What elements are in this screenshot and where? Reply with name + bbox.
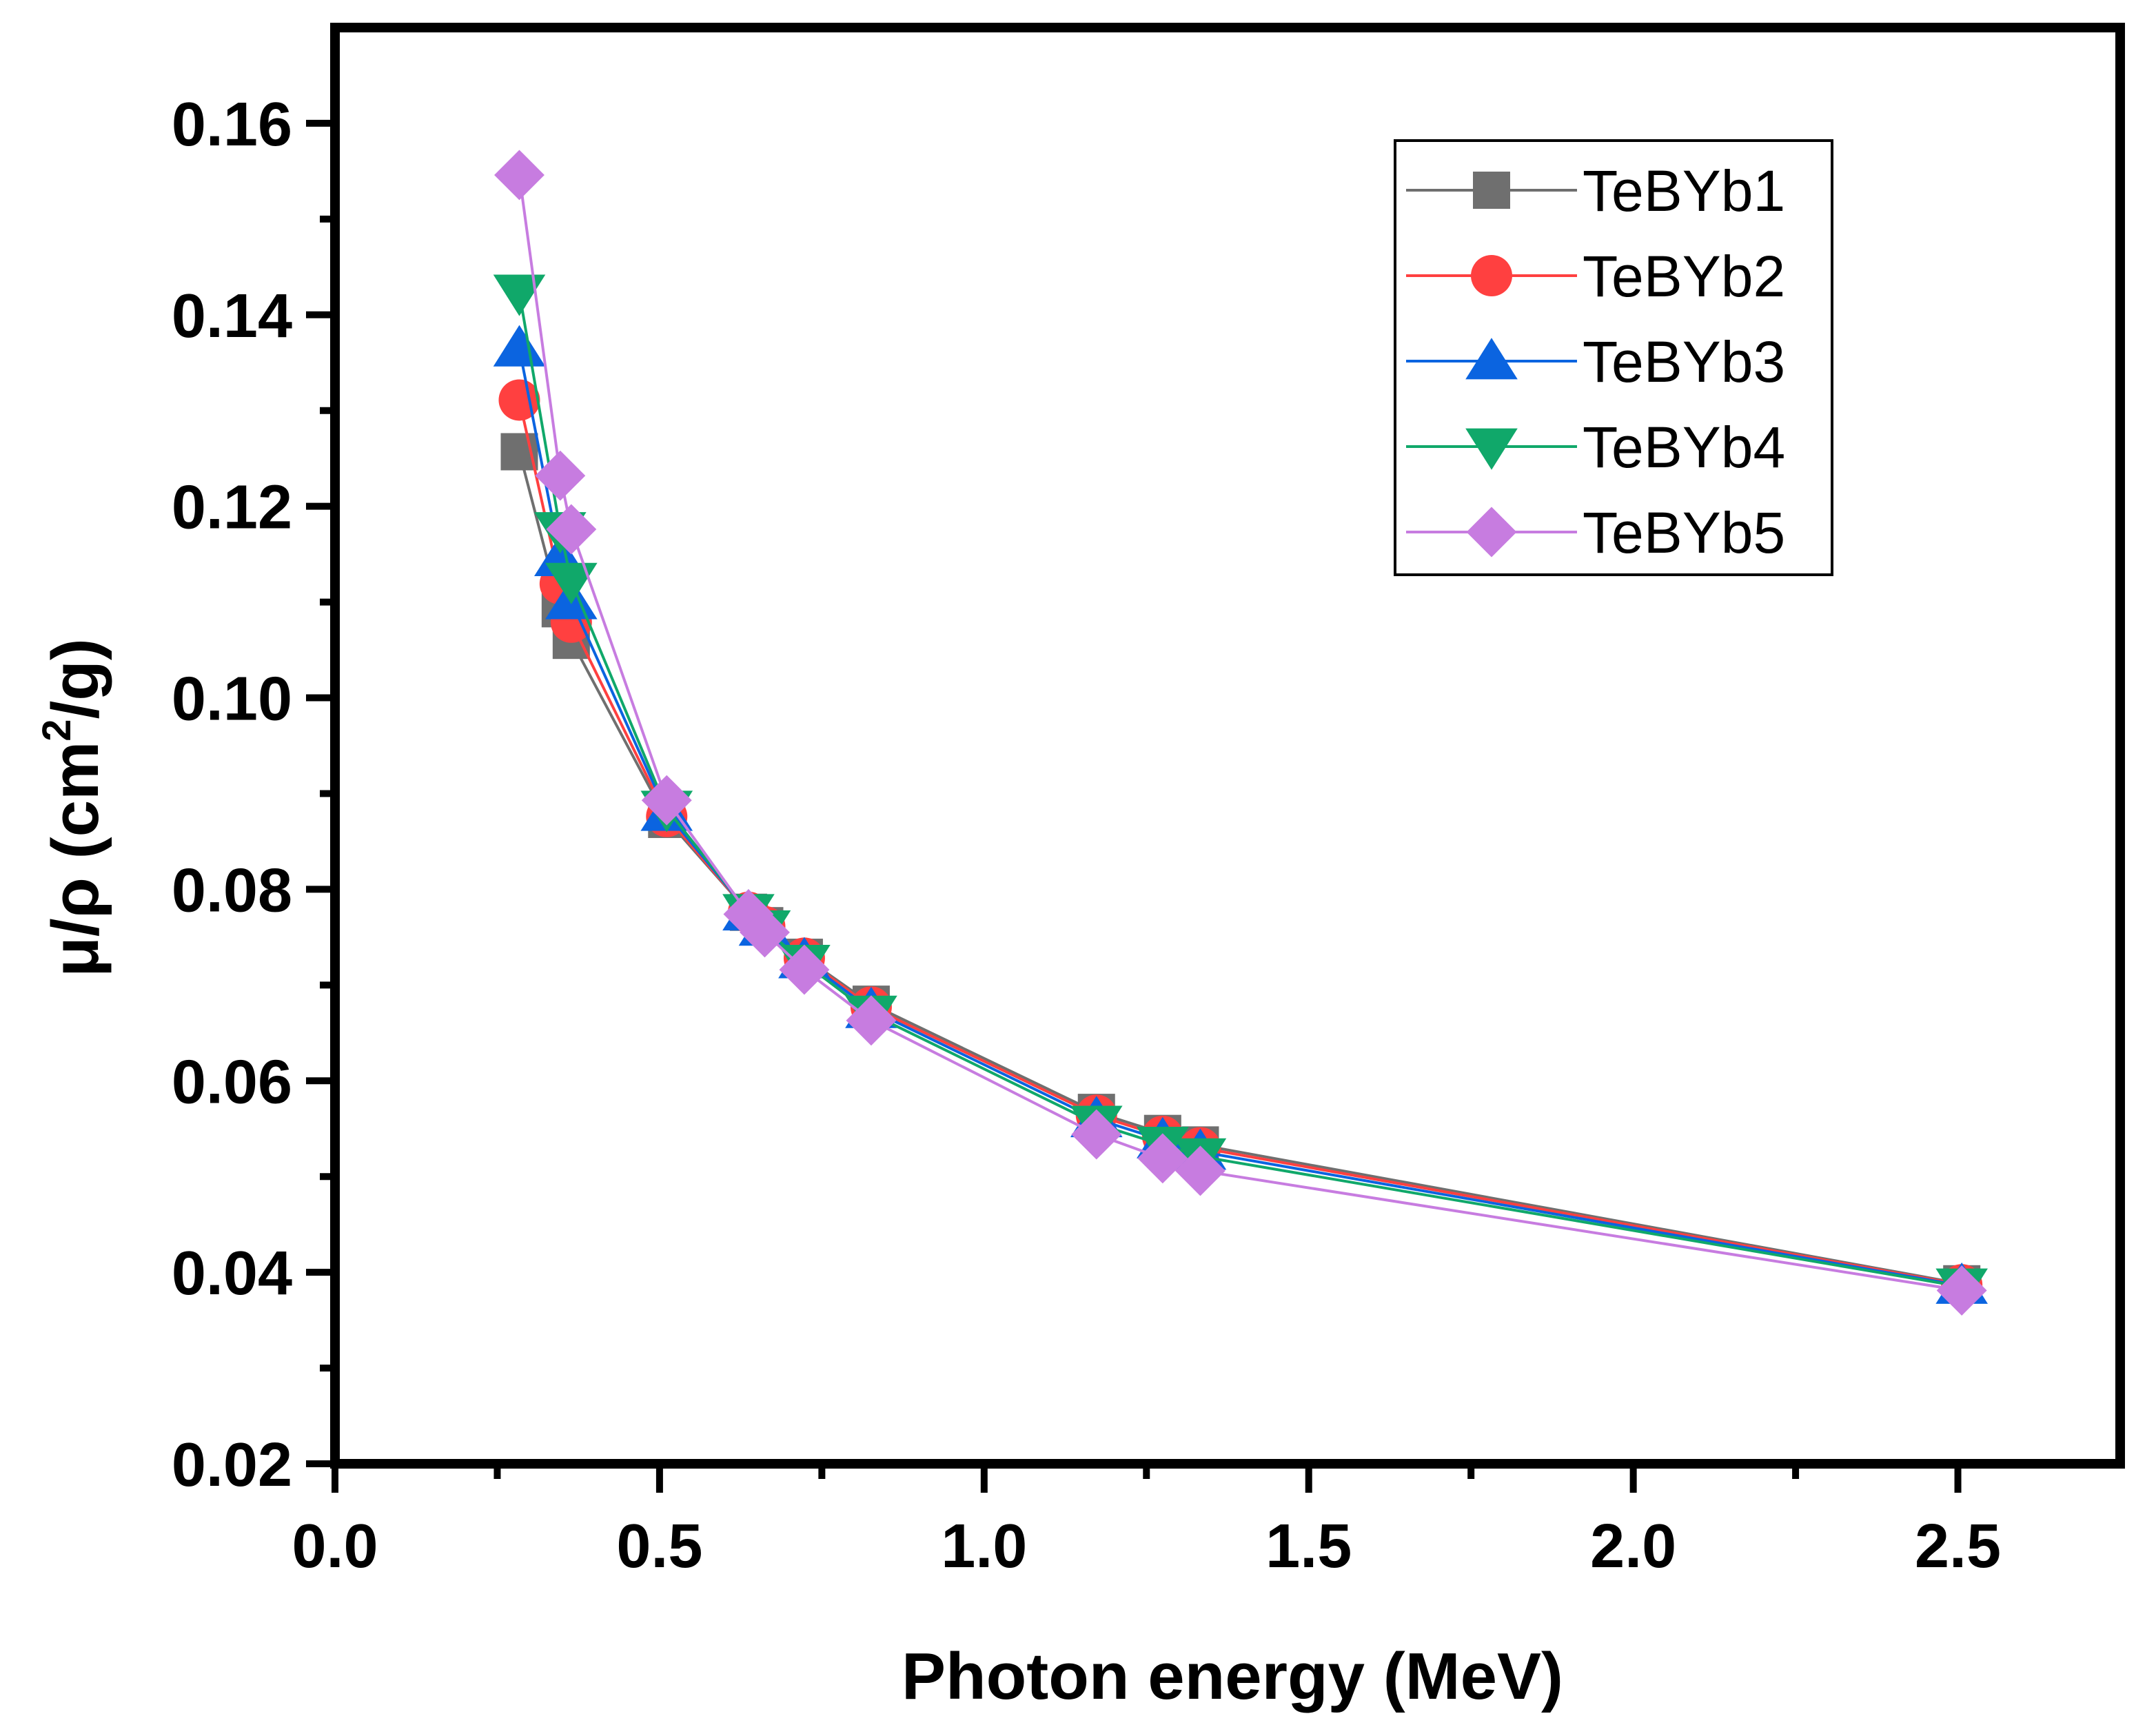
y-axis: 0.02 0.04 0.06 0.08 0.10 0.12 0.14 0.16 [172, 90, 335, 1500]
series-TeBYb5 [494, 150, 1987, 1316]
series-layer [493, 150, 1988, 1316]
legend-marker [1465, 338, 1518, 380]
data-point [493, 325, 546, 367]
data-point [1071, 1109, 1122, 1160]
legend-label: TeBYb3 [1583, 329, 1785, 394]
y-tick-label: 0.16 [172, 90, 292, 159]
plot-border [330, 23, 2125, 1469]
data-point [535, 450, 586, 501]
legend-marker [1473, 172, 1510, 209]
legend-marker [1471, 255, 1512, 296]
legend-item: TeBYb3 [1406, 329, 1785, 394]
data-point [779, 944, 830, 995]
legend-label: TeBYb5 [1583, 500, 1785, 565]
data-point [493, 274, 546, 316]
data-point [1174, 1145, 1226, 1196]
legend-item: TeBYb2 [1406, 244, 1785, 309]
y-axis-title-superscript: 2 [34, 719, 79, 741]
x-axis: 0.0 0.5 1.0 1.5 2.0 2.5 [292, 1464, 2001, 1581]
legend-marker [1465, 428, 1518, 470]
legend-item: TeBYb4 [1406, 415, 1785, 480]
legend-item: TeBYb5 [1406, 500, 1785, 565]
legend: TeBYb1 TeBYb2 TeBYb3 TeBYb4 TeBYb5 [1394, 139, 1833, 576]
data-point [740, 907, 790, 958]
data-point [1137, 1133, 1188, 1184]
y-tick-label: 0.08 [172, 856, 292, 925]
y-tick-label: 0.02 [172, 1431, 292, 1500]
x-tick-label: 1.5 [1265, 1512, 1352, 1581]
legend-box [1394, 139, 1833, 576]
x-tick-label: 0.5 [616, 1512, 702, 1581]
data-point [546, 504, 597, 555]
y-axis-title: μ/ρ (cm2/g) [34, 638, 112, 977]
y-tick-label: 0.14 [172, 282, 292, 351]
data-point [846, 995, 897, 1046]
y-tick-label: 0.12 [172, 473, 292, 542]
data-point [545, 562, 598, 604]
data-point [1936, 1265, 1987, 1316]
y-axis-title-tail: /g) [39, 638, 112, 719]
legend-marker [1466, 507, 1517, 558]
y-tick-label: 0.06 [172, 1048, 292, 1116]
legend-label: TeBYb4 [1583, 415, 1785, 480]
x-tick-label: 0.0 [292, 1512, 378, 1581]
x-tick-label: 2.0 [1590, 1512, 1676, 1581]
y-axis-title-main: μ/ρ (cm [39, 742, 112, 977]
legend-label: TeBYb2 [1583, 244, 1785, 309]
x-axis-title: Photon energy (MeV) [902, 1640, 1563, 1713]
legend-label: TeBYb1 [1583, 159, 1785, 223]
data-point [494, 150, 545, 201]
y-tick-label: 0.10 [172, 665, 292, 734]
x-tick-label: 2.5 [1915, 1512, 2001, 1581]
x-tick-label: 1.0 [941, 1512, 1027, 1581]
y-tick-label: 0.04 [172, 1239, 292, 1308]
plot-frame [330, 23, 2125, 1469]
legend-item: TeBYb1 [1406, 159, 1785, 223]
data-point [498, 379, 540, 421]
data-point [641, 775, 692, 826]
